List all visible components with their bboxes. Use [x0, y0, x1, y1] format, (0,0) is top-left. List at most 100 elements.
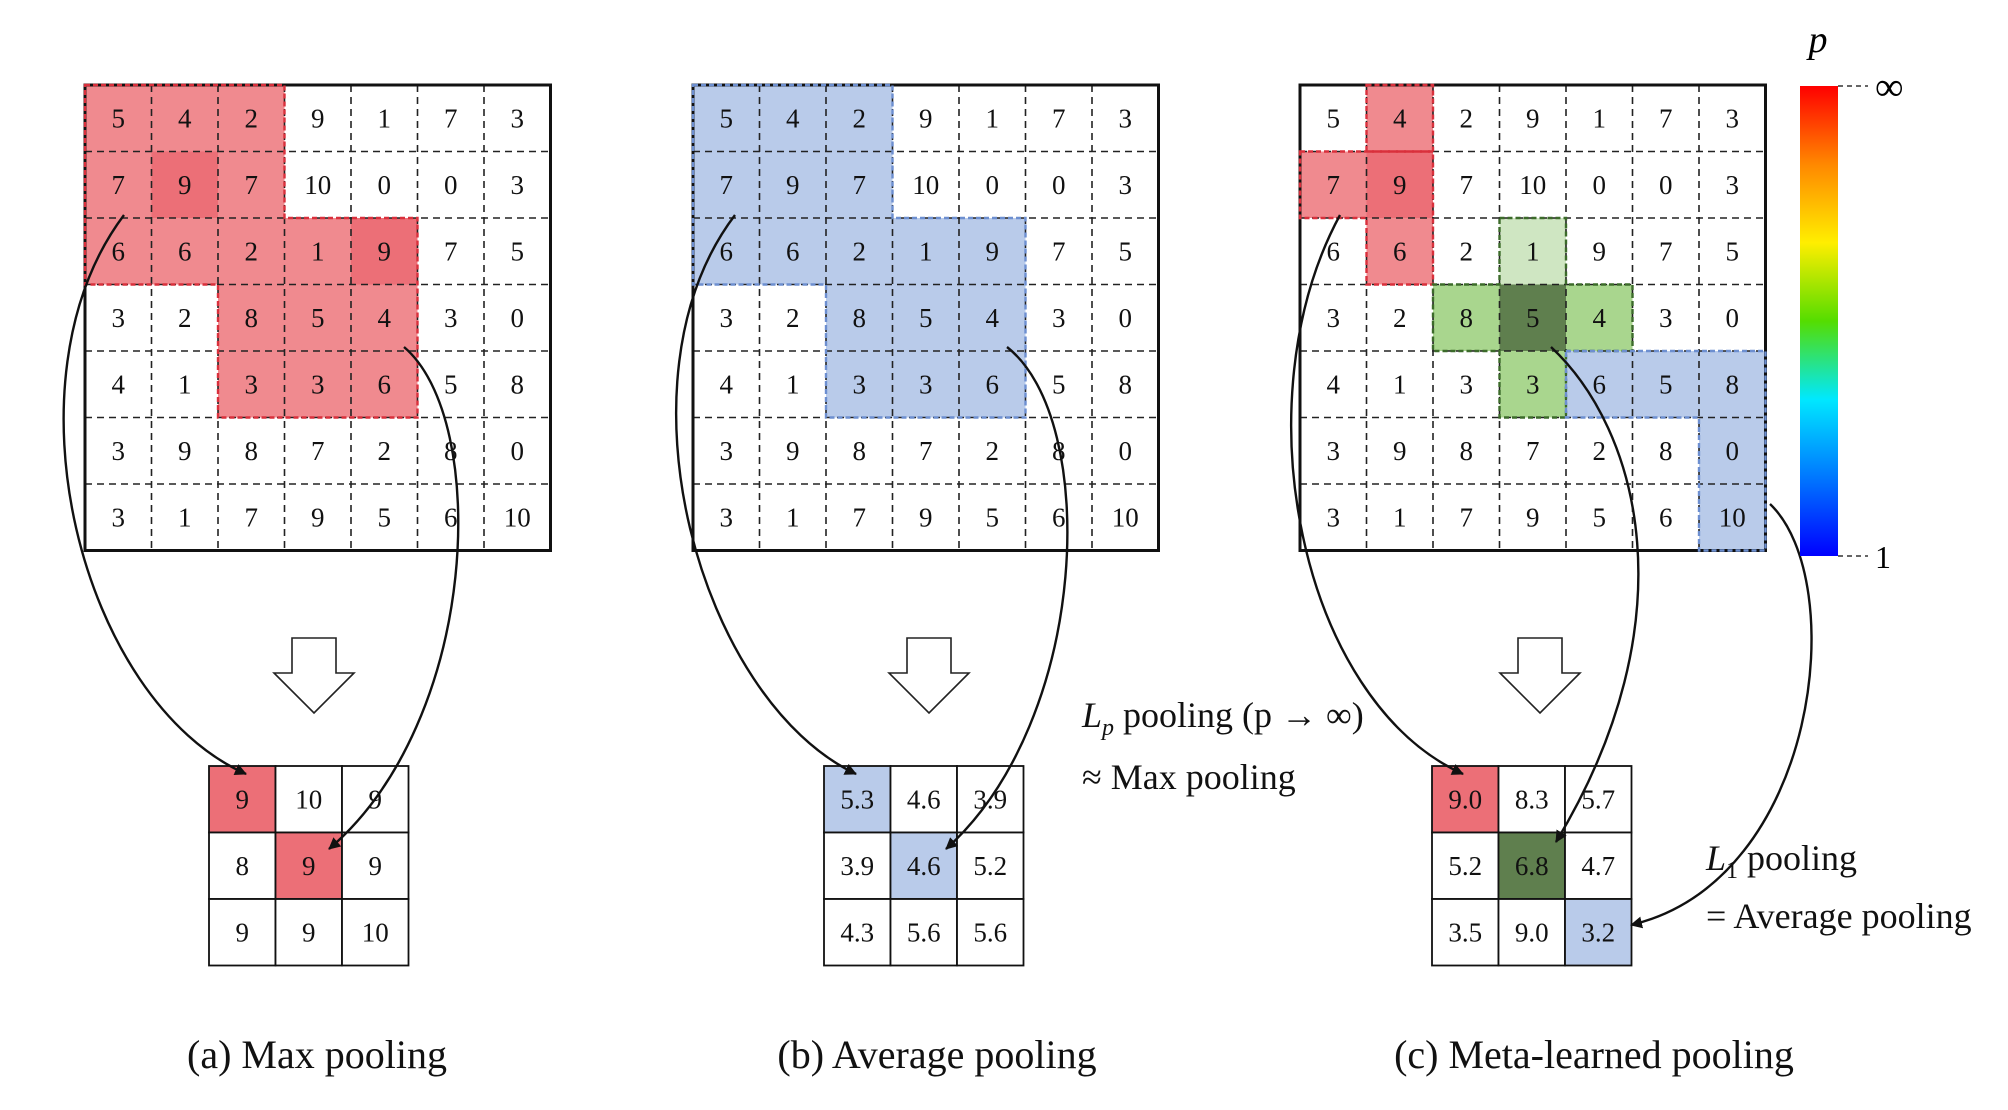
input-cell-value: 3 [1726, 103, 1740, 133]
input-cell-value: 7 [1460, 502, 1474, 532]
input-cell-value: 6 [1659, 502, 1673, 532]
panel-average-pooling: 5 4 2 9 1 7 37 9 7 10 0 0 36 6 2 1 9 7 53 2 8 5 4 3 04 1 3 3 6 5 83 9 8 7… [674, 83, 1160, 1077]
input-cell-value: 7 [853, 170, 867, 200]
input-cell-highlight [959, 284, 1026, 351]
input-cell-value: 10 [304, 170, 331, 200]
input-cell-value: 0 [1119, 436, 1133, 466]
input-cell-value: 4 [786, 103, 800, 133]
input-cell-value: 9 [378, 236, 392, 266]
output-cell-value: 5.2 [973, 851, 1007, 881]
output-cell-value: 4.6 [907, 851, 941, 881]
output-cell [1431, 898, 1500, 967]
input-cell-highlight [826, 218, 893, 285]
input-cell-value: 4 [1327, 369, 1341, 399]
connector-arrow-meta-red [1290, 214, 1464, 776]
connector-arrow-max-1 [62, 214, 247, 776]
input-cell-value: 1 [1593, 103, 1607, 133]
input-cell-value: 6 [378, 369, 392, 399]
input-cell-value: 3 [511, 103, 525, 133]
input-cell-highlight [284, 284, 351, 351]
input-cell-highlight [218, 85, 285, 152]
input-cell-value: 0 [1593, 170, 1607, 200]
output-cell [956, 831, 1025, 900]
input-cell-value: 9 [1393, 170, 1407, 200]
input-cell-value: 3 [1726, 170, 1740, 200]
input-cell-highlight [759, 151, 826, 218]
down-arrow-max [272, 637, 356, 715]
input-cell-value: 5 [1659, 369, 1673, 399]
input-cell-value: 1 [1393, 502, 1407, 532]
connector-arrow-meta-blue [1630, 503, 1813, 929]
input-cell-value: 1 [919, 236, 933, 266]
input-cell-value: 8 [853, 303, 867, 333]
input-cell-highlight [1300, 151, 1367, 218]
input-cell-value: 0 [1119, 303, 1133, 333]
input-cell-value: 1 [786, 369, 800, 399]
input-cell-value: 5 [444, 369, 458, 399]
input-cell-value: 7 [112, 170, 126, 200]
connector-arrow-meta-green [1550, 346, 1640, 843]
input-cell-value: 9 [311, 502, 325, 532]
input-cell-highlight [1566, 351, 1633, 418]
input-grid-max: 5 4 2 9 1 7 37 9 7 10 0 0 36 6 2 1 9 7 53 2 8 5 4 3 04 1 3 3 6 5 83 9 8 7… [83, 83, 552, 552]
l1-symbol: L [1705, 838, 1726, 878]
input-cell-highlight [959, 218, 1026, 285]
input-cell-value: 8 [1726, 369, 1740, 399]
output-cell-value: 9 [236, 784, 250, 814]
output-cell [208, 831, 277, 900]
input-cell-value: 6 [178, 236, 192, 266]
output-cell [1497, 831, 1566, 900]
input-cell-value: 4 [112, 369, 126, 399]
input-cell-highlight [85, 218, 152, 285]
input-cell-highlight [1433, 284, 1500, 351]
input-cell-value: 3 [112, 502, 126, 532]
input-cell-highlight [759, 218, 826, 285]
input-grid-meta: 5 4 2 9 1 7 37 9 7 10 0 0 36 6 2 1 9 7 53 2 8 5 4 3 04 1 3 3 6 5 83 9 8 7… [1298, 83, 1767, 552]
input-cell-value: 2 [378, 436, 392, 466]
l1-rest: pooling [1738, 838, 1857, 878]
input-cell-highlight [218, 351, 285, 418]
connector-arrow-max-2 [328, 346, 460, 850]
input-cell-value: 8 [1460, 303, 1474, 333]
input-cell-value: 8 [853, 436, 867, 466]
input-cell-value: 7 [919, 436, 933, 466]
input-cell-value: 4 [1393, 103, 1407, 133]
input-cell-value: 1 [786, 502, 800, 532]
input-cell-value: 10 [1112, 502, 1139, 532]
output-cell-value: 9 [369, 851, 383, 881]
input-cell-value: 7 [720, 170, 734, 200]
output-cell [1431, 765, 1500, 834]
input-cell-value: 5 [1327, 103, 1341, 133]
output-cell-value: 4.7 [1581, 851, 1615, 881]
pooling-region-outline [691, 83, 1027, 419]
input-cell-value: 0 [444, 170, 458, 200]
caption-avg: (b) Average pooling [777, 1032, 1096, 1077]
lp-subscript: p [1100, 715, 1114, 741]
output-cell-value: 6.8 [1515, 851, 1549, 881]
output-cell-value: 9 [236, 917, 250, 947]
input-cell-value: 10 [504, 502, 531, 532]
input-cell-value: 5 [1526, 303, 1540, 333]
input-cell-value: 9 [919, 502, 933, 532]
input-cell-highlight [826, 85, 893, 152]
input-grid-avg: 5 4 2 9 1 7 37 9 7 10 0 0 36 6 2 1 9 7 53 2 8 5 4 3 04 1 3 3 6 5 83 9 8 7… [691, 83, 1160, 552]
input-cell-value: 3 [511, 170, 525, 200]
output-cell [341, 831, 410, 900]
output-cell [1497, 898, 1566, 967]
pooling-region-outline [1298, 150, 1435, 286]
output-cell [1564, 898, 1633, 967]
input-cell-value: 3 [1460, 369, 1474, 399]
input-cell-value: 9 [919, 103, 933, 133]
input-cell-value: 6 [1327, 236, 1341, 266]
input-cell-highlight [351, 351, 418, 418]
input-cell-value: 0 [511, 303, 525, 333]
input-cell-highlight [826, 151, 893, 218]
input-cell-value: 5 [1052, 369, 1066, 399]
input-cell-value: 2 [986, 436, 1000, 466]
input-cell-value: 7 [1052, 103, 1066, 133]
input-cell-value: 3 [245, 369, 259, 399]
output-cell-value: 5.6 [907, 917, 941, 947]
input-cell-highlight [85, 85, 152, 152]
l1-equals-average: = Average pooling [1706, 896, 1972, 936]
colorbar-bottom-label: 1 [1875, 539, 1891, 575]
